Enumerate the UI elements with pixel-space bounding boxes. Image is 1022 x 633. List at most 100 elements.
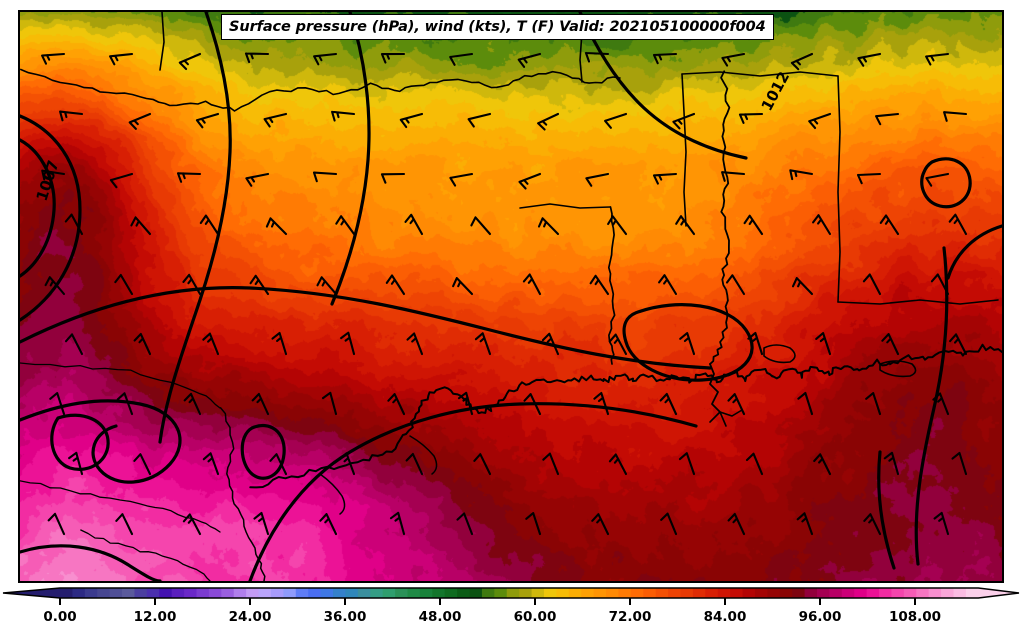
wind-barb [863, 513, 882, 536]
colorbar-segment [618, 588, 632, 598]
wind-barb [183, 392, 202, 416]
colorbar-segment [891, 588, 905, 598]
wind-barb [933, 511, 950, 536]
wind-barb [813, 453, 832, 476]
figure-title: Surface pressure (hPa), wind (kts), T (F… [221, 14, 774, 40]
colorbar[interactable]: 0.00 12.00 24.00 36.00 48.00 60.00 72.00 84.00 9… [0, 583, 1022, 633]
wind-barb [591, 513, 610, 536]
wind-barb [727, 393, 746, 416]
pressure-contour-0 [20, 138, 56, 278]
colorbar-segment [556, 588, 570, 598]
colorbar-segment [407, 588, 421, 598]
wind-barb [925, 172, 950, 187]
wind-barb [404, 213, 424, 236]
colorbar-segment [171, 588, 185, 598]
colorbar-segment [804, 588, 818, 598]
wind-barb [387, 393, 406, 416]
bay-outline-2 [879, 360, 917, 378]
colorbar-segment [581, 588, 595, 598]
wind-barb [176, 172, 202, 183]
colorbar-segment [705, 588, 719, 598]
colorbar-segment [444, 588, 458, 598]
colorbar-segment [457, 588, 470, 598]
wind-barb [452, 277, 474, 296]
colorbar-segment [283, 588, 297, 598]
colorbar-segment [792, 588, 805, 598]
colorbar-segment [395, 588, 408, 598]
wind-barb [658, 274, 678, 296]
pressure-contour-14 [946, 224, 1002, 280]
wind-barb [865, 392, 882, 416]
colorbar-segment [531, 588, 545, 598]
colorbar-segment [692, 588, 706, 598]
wind-barb [114, 273, 134, 296]
colorbar-segment [233, 588, 247, 598]
wind-barb [537, 112, 560, 131]
mississippi-delta [709, 363, 721, 413]
wind-barb [812, 214, 832, 236]
wind-barb [316, 276, 338, 296]
bay-outline-1 [763, 344, 796, 364]
state-border-inner-left [20, 362, 221, 409]
wind-barb [313, 52, 338, 66]
colorbar-segment [941, 588, 954, 598]
wind-barb [679, 332, 696, 356]
wind-barb [589, 274, 610, 296]
colorbar-segment [196, 588, 210, 598]
colorbar-segment [965, 588, 979, 598]
colorbar-tick-label: 96.00 [799, 609, 842, 625]
wind-barb [470, 216, 492, 236]
map-panel[interactable]: 1007 1012 [18, 10, 1004, 583]
colorbar-segment [866, 588, 880, 598]
colorbar-segment [295, 588, 309, 598]
colorbar-segment [928, 588, 942, 598]
colorbar-tick-label: 12.00 [134, 609, 177, 625]
colorbar-segment [469, 588, 483, 598]
pressure-contour-4 [158, 12, 232, 444]
colorbar-segment [134, 588, 148, 598]
wind-barb [335, 215, 356, 236]
state-border-ms-al [837, 75, 841, 303]
wind-barb [457, 391, 474, 416]
wind-barb [263, 112, 288, 128]
wind-barb [925, 52, 950, 66]
wind-barb [725, 274, 746, 296]
state-border-red-river [20, 68, 621, 112]
colorbar-segment [246, 588, 259, 598]
wind-barb [271, 331, 288, 356]
colorbar-segment [60, 588, 73, 598]
wind-barb [249, 274, 270, 296]
colorbar-segment [606, 588, 619, 598]
wind-barb [474, 332, 492, 356]
wind-barb [321, 391, 338, 416]
colorbar-segment [382, 588, 396, 598]
colorbar-segment [680, 588, 694, 598]
pressure-contour-2 [20, 286, 712, 370]
colorbar-segment [370, 588, 384, 598]
colorbar-tick-labels: 0.00 12.00 24.00 36.00 48.00 60.00 72.00 84.00 9… [43, 609, 941, 625]
pressure-contour-8 [920, 157, 972, 209]
wind-barb [721, 52, 746, 67]
wind-barb [64, 213, 84, 236]
wind-barb [584, 51, 610, 63]
pressure-contours [20, 12, 1002, 581]
wind-barb [525, 512, 542, 536]
colorbar-segment [953, 588, 967, 598]
colorbar-segment [109, 588, 123, 598]
wind-barb [541, 332, 560, 356]
wind-barb [727, 512, 746, 536]
state-border-al-south [837, 299, 999, 305]
wind-barb [660, 512, 678, 536]
wind-barb [808, 112, 832, 130]
colorbar-segment [159, 588, 173, 598]
pressure-contour-7 [622, 303, 754, 382]
wind-barb [951, 451, 968, 476]
wind-barb [178, 52, 202, 71]
pressure-contour-1 [20, 114, 82, 322]
colorbar-segment [668, 588, 681, 598]
colorbar-tick-label: 24.00 [229, 609, 272, 625]
wind-barb [604, 112, 628, 129]
colorbar-segments [2, 587, 1020, 599]
colorbar-segment [345, 588, 359, 598]
colorbar-segment [270, 588, 284, 598]
